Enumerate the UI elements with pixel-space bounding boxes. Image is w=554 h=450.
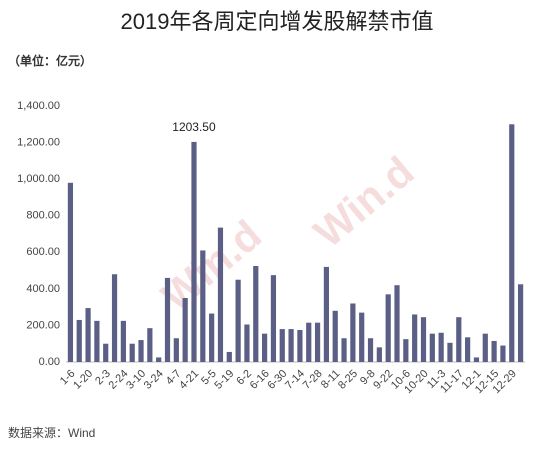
- y-tick-label: 1,000.00: [17, 173, 60, 185]
- x-tick-label: 5-19: [212, 368, 236, 392]
- bar: [332, 310, 338, 362]
- bar: [412, 314, 418, 362]
- bar: [500, 345, 506, 362]
- bar: [394, 285, 400, 362]
- bar: [76, 319, 82, 362]
- value-label: 1203.50: [172, 120, 216, 134]
- y-tick-label: 200.00: [26, 319, 60, 331]
- bar: [385, 294, 391, 362]
- bar: [111, 274, 118, 362]
- watermark: Win.d: [153, 211, 270, 320]
- bar: [235, 279, 241, 362]
- bar: [429, 333, 435, 362]
- bar: [323, 266, 329, 362]
- bar: [156, 357, 162, 362]
- x-tick-label: 4-21: [177, 368, 201, 392]
- chart-title: 2019年各周定向增发股解禁市值: [121, 9, 434, 34]
- bar: [217, 227, 224, 362]
- bar: [482, 333, 488, 362]
- bar: [509, 124, 515, 363]
- unit-label: （单位：亿元）: [8, 53, 92, 68]
- bar: [341, 338, 347, 362]
- bar: [147, 328, 153, 362]
- bar: [262, 333, 268, 362]
- y-tick-label: 1,200.00: [17, 136, 60, 148]
- bar: [164, 277, 171, 362]
- watermark: Win.d: [305, 147, 422, 256]
- bar: [94, 320, 100, 362]
- bar: [200, 250, 206, 362]
- bar: [85, 308, 91, 362]
- bar: [182, 298, 188, 362]
- bar: [297, 330, 303, 362]
- bar: [191, 141, 197, 362]
- bar: [244, 324, 250, 362]
- bar: [420, 317, 427, 362]
- bar: [67, 182, 74, 362]
- bar: [350, 303, 356, 362]
- bar: [447, 342, 453, 362]
- y-tick-label: 0.00: [39, 356, 60, 368]
- source: 数据来源：Wind: [8, 425, 95, 440]
- bar: [359, 312, 365, 362]
- bar: [438, 332, 444, 362]
- bar: [456, 317, 462, 362]
- bar: [517, 284, 524, 362]
- x-tick-label: 1-20: [71, 368, 95, 392]
- y-tick-label: 600.00: [26, 246, 60, 258]
- bar: [209, 313, 215, 362]
- y-tick-label: 400.00: [26, 283, 60, 295]
- bar: [138, 340, 144, 362]
- bar: [226, 351, 232, 362]
- bar: [270, 275, 277, 362]
- bar: [288, 329, 294, 362]
- y-tick-label: 1,400.00: [17, 100, 60, 112]
- x-tick-label: 3-24: [142, 368, 166, 392]
- bar: [120, 320, 126, 362]
- bar: [376, 347, 382, 362]
- bar: [403, 339, 409, 362]
- bar: [306, 322, 312, 362]
- bar: [491, 340, 497, 362]
- bar: [103, 343, 109, 362]
- bar: [465, 337, 471, 362]
- x-tick-label: 8-25: [336, 368, 360, 392]
- bar: [367, 338, 374, 362]
- bar: [279, 329, 285, 362]
- bar: [173, 338, 179, 362]
- bar: [314, 322, 321, 362]
- bar: [129, 343, 135, 362]
- y-tick-label: 800.00: [26, 210, 60, 222]
- bar: [253, 266, 259, 362]
- bar: [473, 357, 480, 362]
